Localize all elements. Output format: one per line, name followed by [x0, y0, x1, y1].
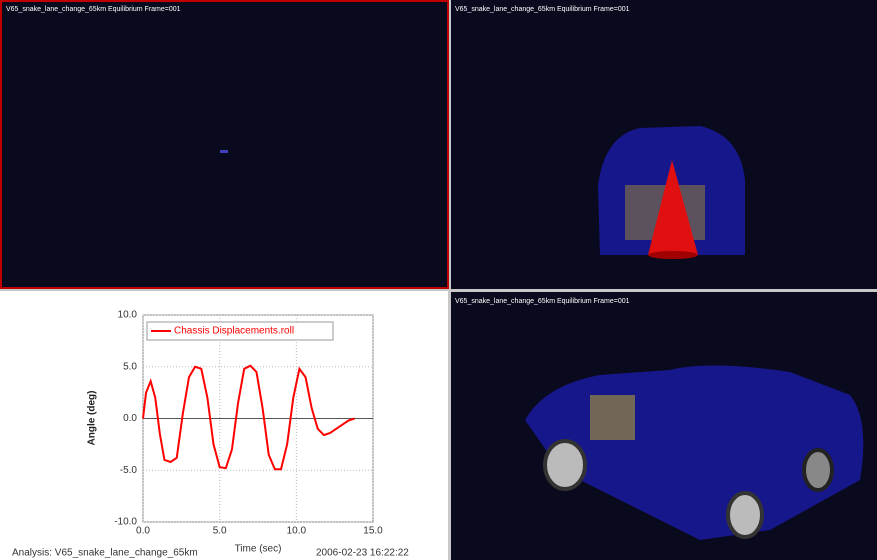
x-tick-label: 10.0: [287, 526, 307, 537]
cone-base: [648, 251, 698, 259]
viewport-top-left[interactable]: [1, 1, 448, 288]
y-tick-label: -10.0: [114, 517, 137, 528]
analysis-label: Analysis: V65_snake_lane_change_65km: [12, 548, 198, 559]
legend-label: Chassis Displacements.roll: [174, 326, 294, 337]
viewport-label: V65_snake_lane_change_65km Equilibrium F…: [455, 298, 630, 305]
y-tick-label: 0.0: [123, 413, 137, 424]
viewport-label: V65_snake_lane_change_65km Equilibrium F…: [455, 6, 630, 13]
wheel: [545, 441, 585, 489]
wheel: [728, 493, 762, 537]
x-tick-label: 0.0: [136, 526, 150, 537]
y-tick-label: 5.0: [123, 361, 137, 372]
y-tick-label: -5.0: [120, 465, 138, 476]
viewport-label: V65_snake_lane_change_65km Equilibrium F…: [6, 6, 181, 13]
wheel: [804, 450, 832, 490]
y-axis-label: Angle (deg): [87, 391, 98, 446]
y-tick-label: 10.0: [118, 310, 138, 321]
screen: V65_snake_lane_change_65km Equilibrium F…: [0, 0, 877, 560]
timestamp: 2006-02-23 16:22:22: [316, 548, 409, 559]
engine: [590, 395, 635, 440]
x-tick-label: 15.0: [363, 526, 383, 537]
model-speck: [220, 150, 228, 153]
x-tick-label: 5.0: [213, 526, 227, 537]
x-axis-label: Time (sec): [235, 544, 282, 555]
